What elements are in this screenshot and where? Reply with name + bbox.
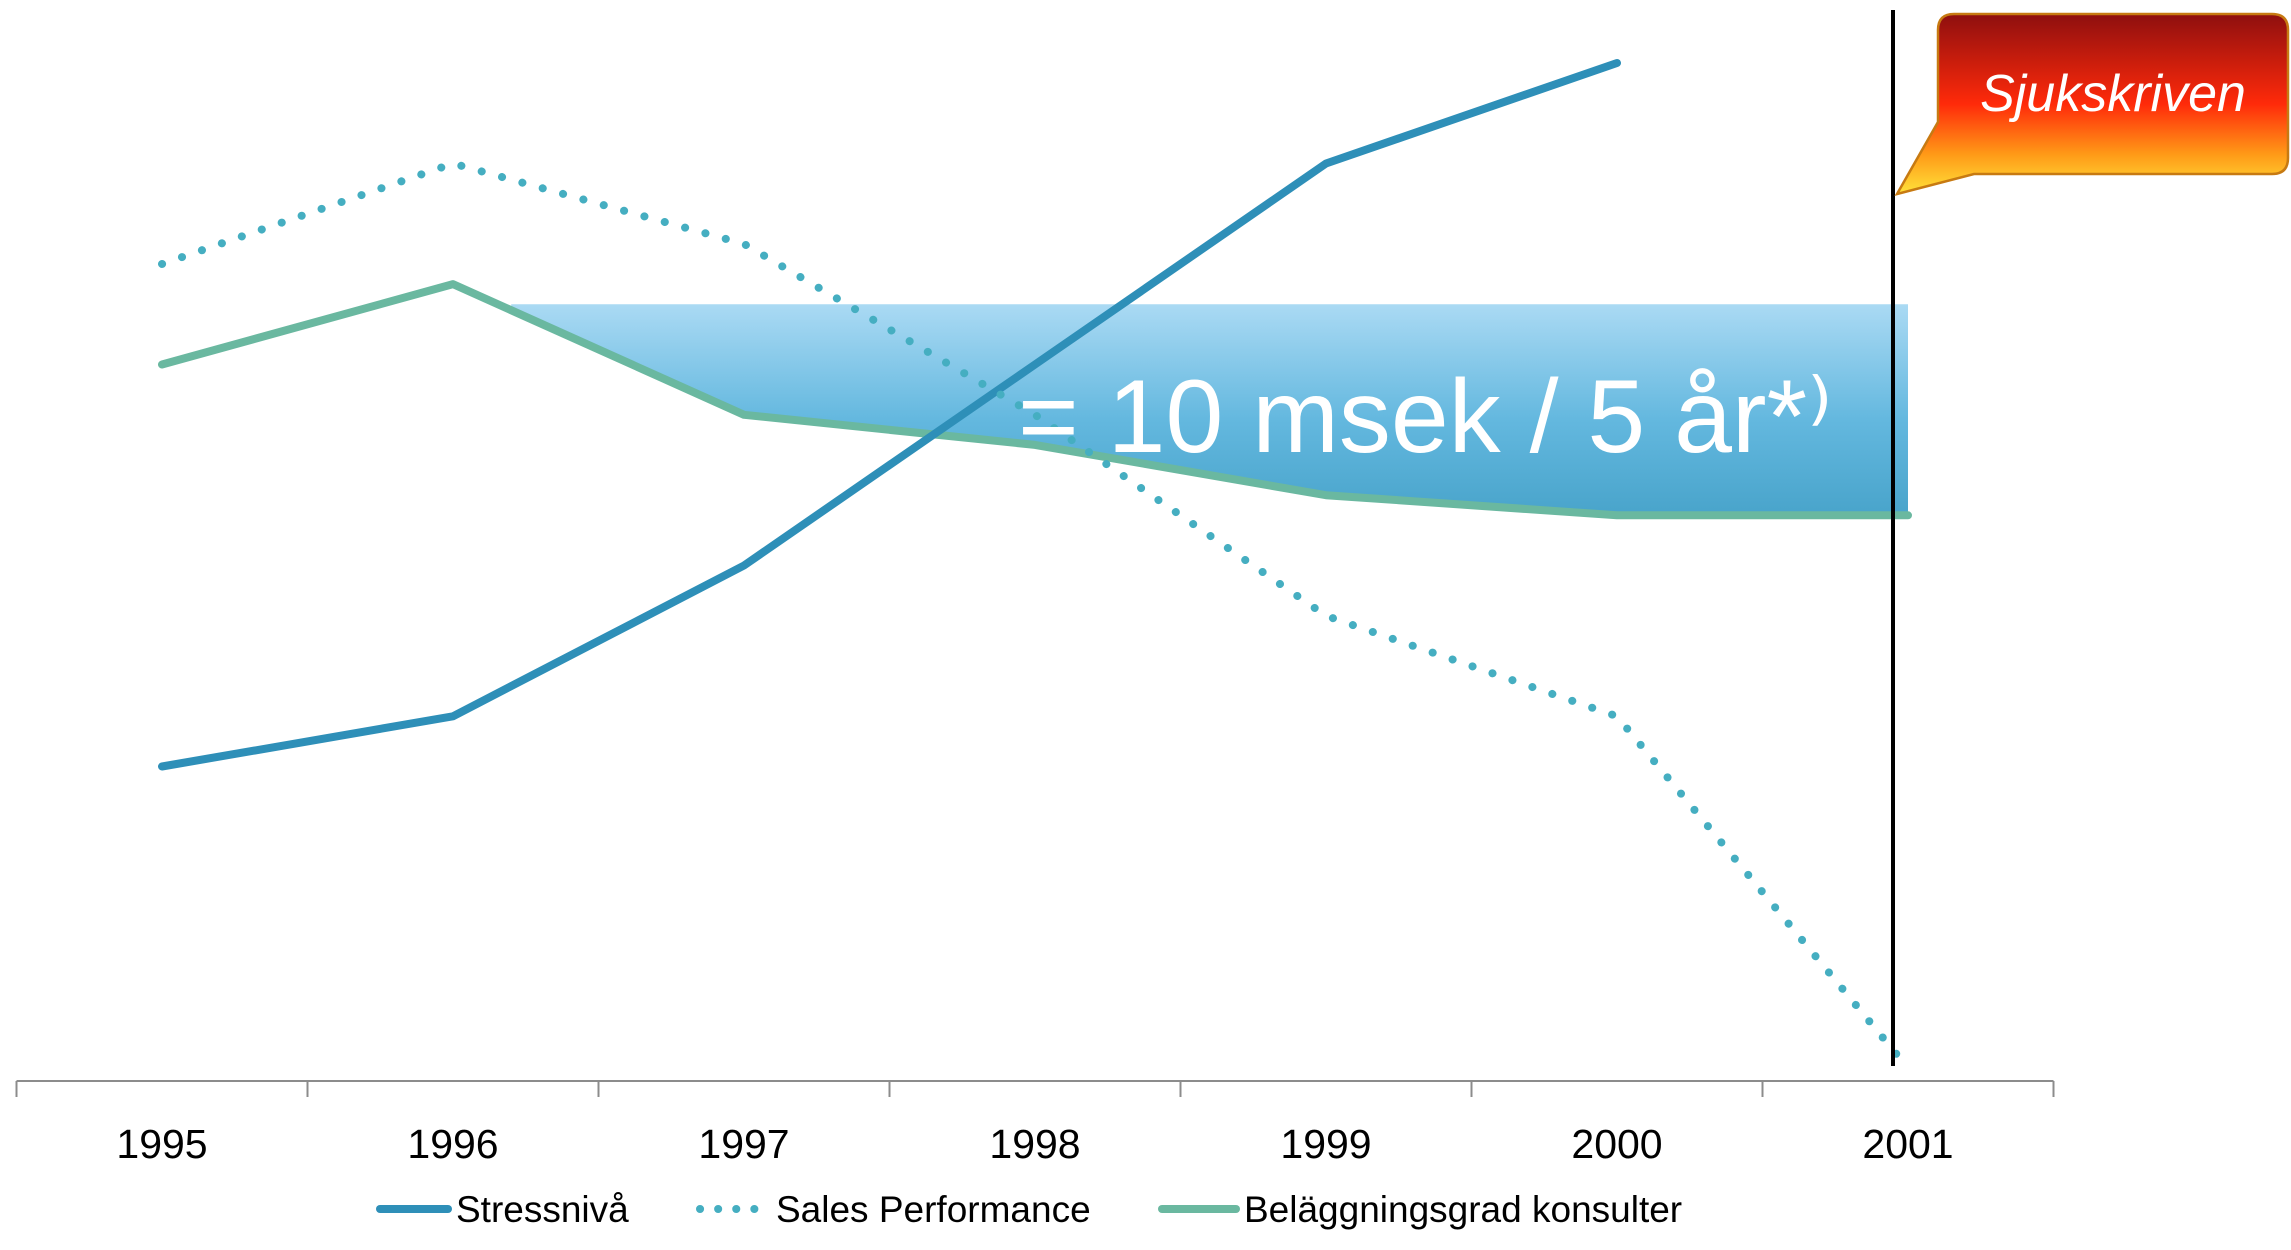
x-tick-label: 1997	[698, 1121, 789, 1167]
x-tick-label: 1996	[407, 1121, 498, 1167]
x-tick-label: 1999	[1280, 1121, 1371, 1167]
band-label: = 10 msek / 5 år*⁾	[1018, 359, 1833, 475]
legend-item: Beläggningsgrad konsulter	[1162, 1189, 1682, 1230]
x-tick-label: 2001	[1862, 1121, 1953, 1167]
callout-text: Sjukskriven	[1980, 65, 2246, 123]
legend-item: Sales Performance	[700, 1189, 1091, 1230]
legend-label: Sales Performance	[776, 1189, 1091, 1230]
series-2	[162, 163, 1908, 1068]
series-line	[162, 164, 1908, 1069]
x-tick-label: 1998	[989, 1121, 1080, 1167]
x-tick-label: 2000	[1571, 1121, 1662, 1167]
legend-item: Stressnivå	[380, 1189, 629, 1230]
x-tick-label: 1995	[116, 1121, 207, 1167]
legend-label: Beläggningsgrad konsulter	[1244, 1189, 1682, 1230]
callout-sjukskriven: Sjukskriven	[1897, 14, 2288, 194]
legend-label: Stressnivå	[456, 1189, 629, 1230]
